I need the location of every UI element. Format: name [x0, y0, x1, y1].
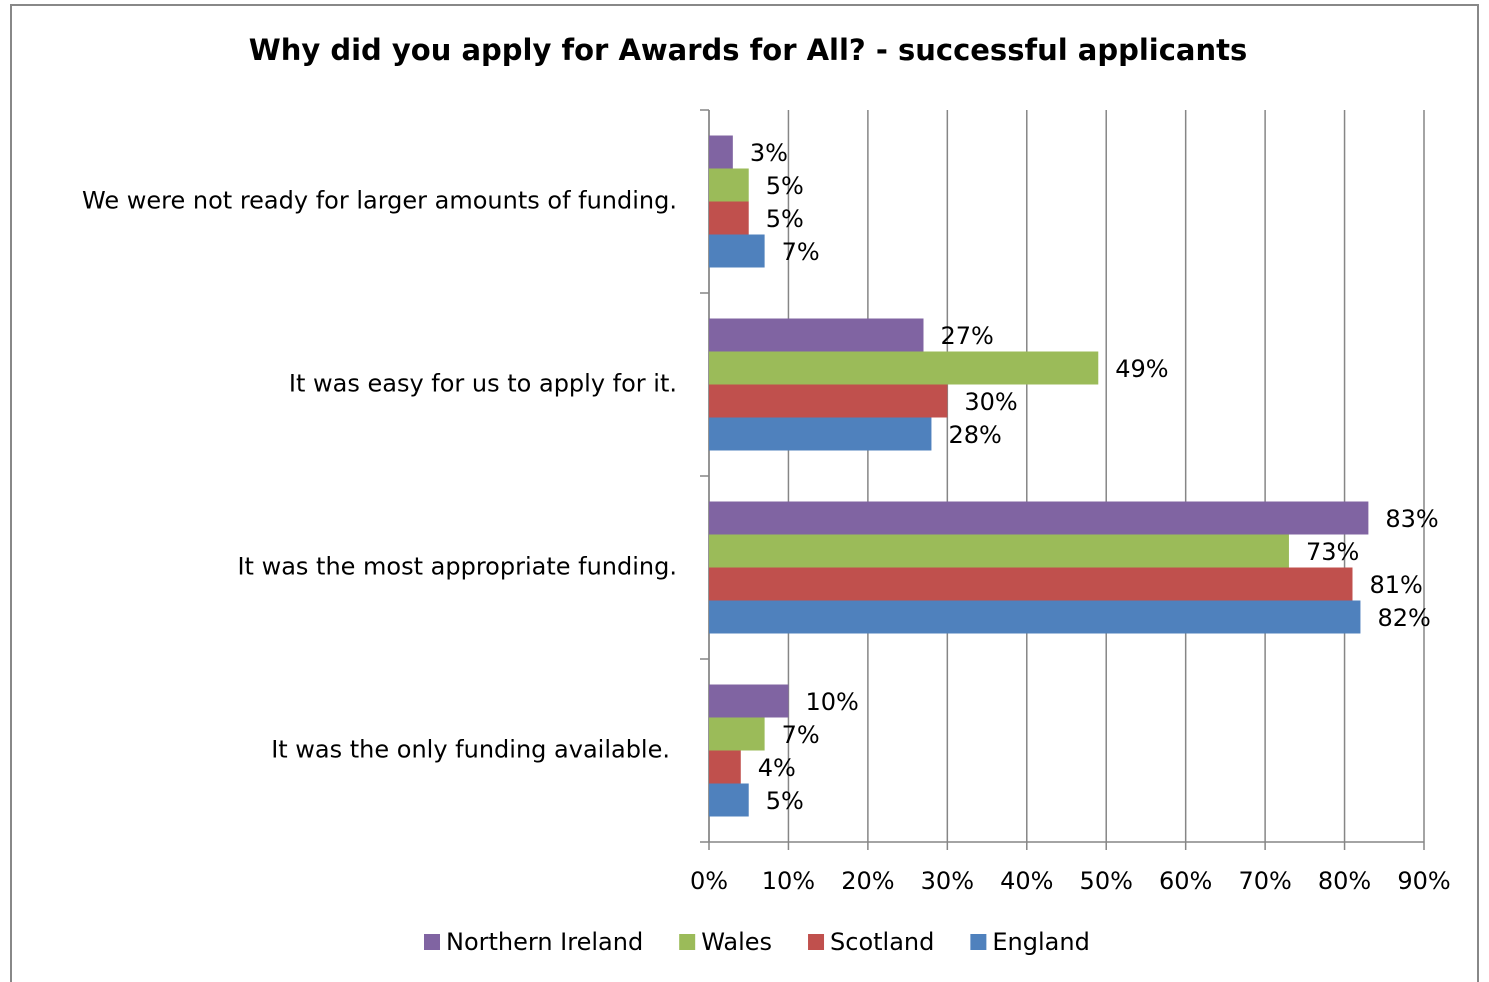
data-label: 27%	[941, 322, 994, 350]
legend-swatch	[808, 934, 825, 950]
legend-swatch	[424, 934, 440, 950]
data-label: 30%	[964, 388, 1017, 416]
data-label: 10%	[805, 688, 858, 716]
bar	[709, 684, 789, 718]
x-tick-label: 60%	[1159, 867, 1212, 895]
bar	[709, 501, 1369, 535]
data-label: 5%	[766, 172, 804, 200]
x-tick-label: 70%	[1238, 867, 1291, 895]
legend-label: Wales	[701, 928, 772, 956]
bar	[709, 717, 765, 751]
y-tick-label: It was the only funding available.	[271, 736, 670, 764]
legend-label: England	[992, 928, 1089, 956]
data-label: 49%	[1115, 355, 1168, 383]
bar	[709, 384, 948, 418]
legend-swatch	[679, 934, 696, 950]
y-tick-label: We were not ready for larger amounts of …	[82, 187, 677, 215]
bar	[709, 600, 1361, 634]
bar	[709, 351, 1099, 385]
bar	[709, 318, 924, 352]
chart-frame	[10, 4, 1479, 982]
x-tick-label: 50%	[1080, 867, 1133, 895]
legend-label: Scotland	[830, 928, 934, 956]
x-tick-label: 80%	[1318, 867, 1371, 895]
y-tick-label: It was easy for us to apply for it.	[289, 370, 677, 398]
data-label: 3%	[750, 139, 788, 167]
y-tick-label: It was the most appropriate funding.	[237, 553, 677, 581]
bar	[709, 567, 1353, 601]
legend-swatch	[970, 934, 987, 950]
data-label: 5%	[766, 205, 804, 233]
data-label: 7%	[782, 238, 820, 266]
data-label: 5%	[766, 787, 804, 815]
data-label: 83%	[1385, 505, 1438, 533]
bar	[709, 750, 741, 784]
data-label: 7%	[782, 721, 820, 749]
x-tick-label: 10%	[762, 867, 815, 895]
bar	[709, 783, 749, 817]
data-label: 4%	[758, 754, 796, 782]
bar	[709, 135, 733, 169]
data-label: 82%	[1377, 604, 1430, 632]
bar	[709, 201, 749, 235]
chart-title: Why did you apply for Awards for All? - …	[249, 33, 1248, 67]
x-tick-label: 30%	[921, 867, 974, 895]
x-tick-label: 20%	[841, 867, 894, 895]
bar	[709, 168, 749, 202]
bar	[709, 234, 765, 268]
x-tick-label: 40%	[1000, 867, 1053, 895]
data-label: 28%	[948, 421, 1001, 449]
bar	[709, 534, 1289, 568]
bar	[709, 417, 932, 451]
x-tick-label: 90%	[1397, 867, 1450, 895]
legend-label: Northern Ireland	[446, 928, 643, 956]
data-label: 73%	[1306, 538, 1359, 566]
data-label: 81%	[1370, 571, 1423, 599]
x-tick-label: 0%	[690, 867, 728, 895]
